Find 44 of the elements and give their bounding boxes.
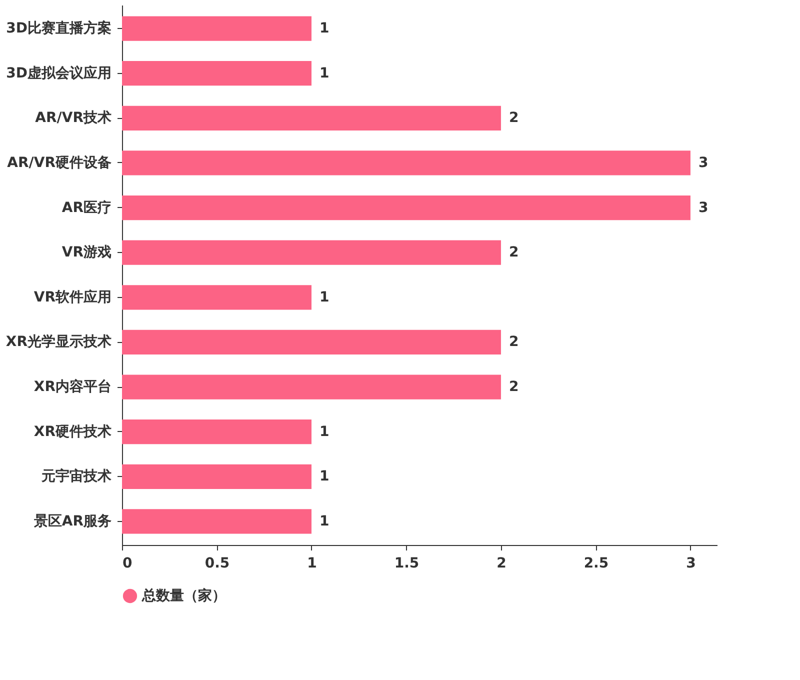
data-label: 1	[319, 424, 330, 440]
y-tick-label: 元宇宙技术	[40, 468, 112, 485]
data-label: 2	[508, 379, 519, 396]
data-label: 1	[319, 468, 330, 485]
bar	[122, 464, 312, 489]
y-tick-label: 3D比赛直播方案	[6, 20, 112, 37]
bar	[122, 195, 690, 220]
y-tick-label: AR医疗	[62, 198, 112, 216]
legend-label: 总数量（家）	[141, 587, 226, 604]
data-label: 3	[698, 154, 708, 171]
x-tick-label: 0.5	[204, 556, 230, 572]
data-label: 2	[508, 334, 519, 350]
bar	[122, 509, 312, 534]
x-tick-label: 0	[122, 556, 132, 572]
x-tick-label: 1	[307, 556, 317, 572]
bar	[122, 16, 312, 41]
y-tick-label: VR游戏	[62, 244, 112, 261]
x-tick-label: 3	[686, 556, 696, 572]
data-label: 2	[508, 110, 519, 126]
y-tick-label: XR光学显示技术	[6, 334, 112, 350]
y-tick-label: XR内容平台	[34, 378, 112, 396]
y-tick-label: AR/VR技术	[35, 110, 112, 126]
x-tick-label: 1.5	[394, 556, 420, 572]
bar	[122, 420, 312, 444]
data-label: 1	[319, 289, 330, 306]
y-tick-label: 景区AR服务	[32, 513, 112, 530]
bar	[122, 240, 501, 265]
data-label: 1	[319, 20, 330, 37]
bar	[122, 106, 501, 130]
data-label: 2	[508, 244, 519, 261]
bar	[122, 285, 312, 310]
bar	[122, 150, 690, 176]
bar	[122, 61, 312, 86]
y-tick-label: XR硬件技术	[34, 424, 112, 440]
data-label: 1	[319, 513, 330, 530]
data-label: 1	[319, 65, 330, 82]
y-tick-label: 3D虚拟会议应用	[6, 64, 112, 82]
x-tick-label: 2.5	[584, 556, 609, 572]
bar	[122, 374, 501, 400]
y-tick-label: AR/VR硬件设备	[7, 154, 112, 171]
x-tick-label: 2	[496, 556, 506, 572]
bar	[122, 330, 501, 355]
data-label: 3	[698, 200, 708, 216]
y-tick-label: VR软件应用	[34, 288, 112, 306]
